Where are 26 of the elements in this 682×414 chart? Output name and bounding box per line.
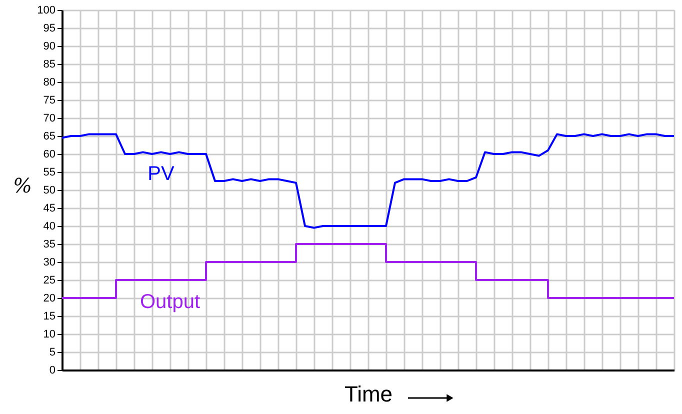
y-tick-label: 100 <box>37 4 56 16</box>
y-tick-label: 30 <box>43 256 56 268</box>
y-tick-label: 55 <box>43 166 56 178</box>
y-tick-label: 10 <box>43 328 56 340</box>
y-tick-label: 80 <box>43 76 56 88</box>
y-tick-label: 60 <box>43 148 56 160</box>
line-series <box>61 133 675 229</box>
y-tick-label: 75 <box>43 94 56 106</box>
x-axis-title: Time <box>344 382 393 406</box>
y-tick-label: 85 <box>43 58 56 70</box>
y-tick-label: 95 <box>43 22 56 34</box>
y-tick-label: 20 <box>43 292 56 304</box>
y-tick-label: 45 <box>43 202 56 214</box>
y-tick-label: 40 <box>43 220 56 232</box>
y-tick-label: 35 <box>43 238 56 250</box>
y-tick-label: 70 <box>43 112 56 124</box>
series-label: Output <box>140 291 200 313</box>
y-tick-label: 5 <box>49 346 56 358</box>
y-tick-label: 65 <box>43 130 56 142</box>
y-tick-label: 90 <box>43 40 56 52</box>
y-tick-label: 0 <box>49 364 56 376</box>
y-tick-label: 15 <box>43 310 56 322</box>
series-label: PV <box>148 163 175 186</box>
y-axis-title: % <box>12 174 32 198</box>
y-tick-label: 50 <box>43 184 56 196</box>
y-tick-label: 25 <box>43 274 56 286</box>
